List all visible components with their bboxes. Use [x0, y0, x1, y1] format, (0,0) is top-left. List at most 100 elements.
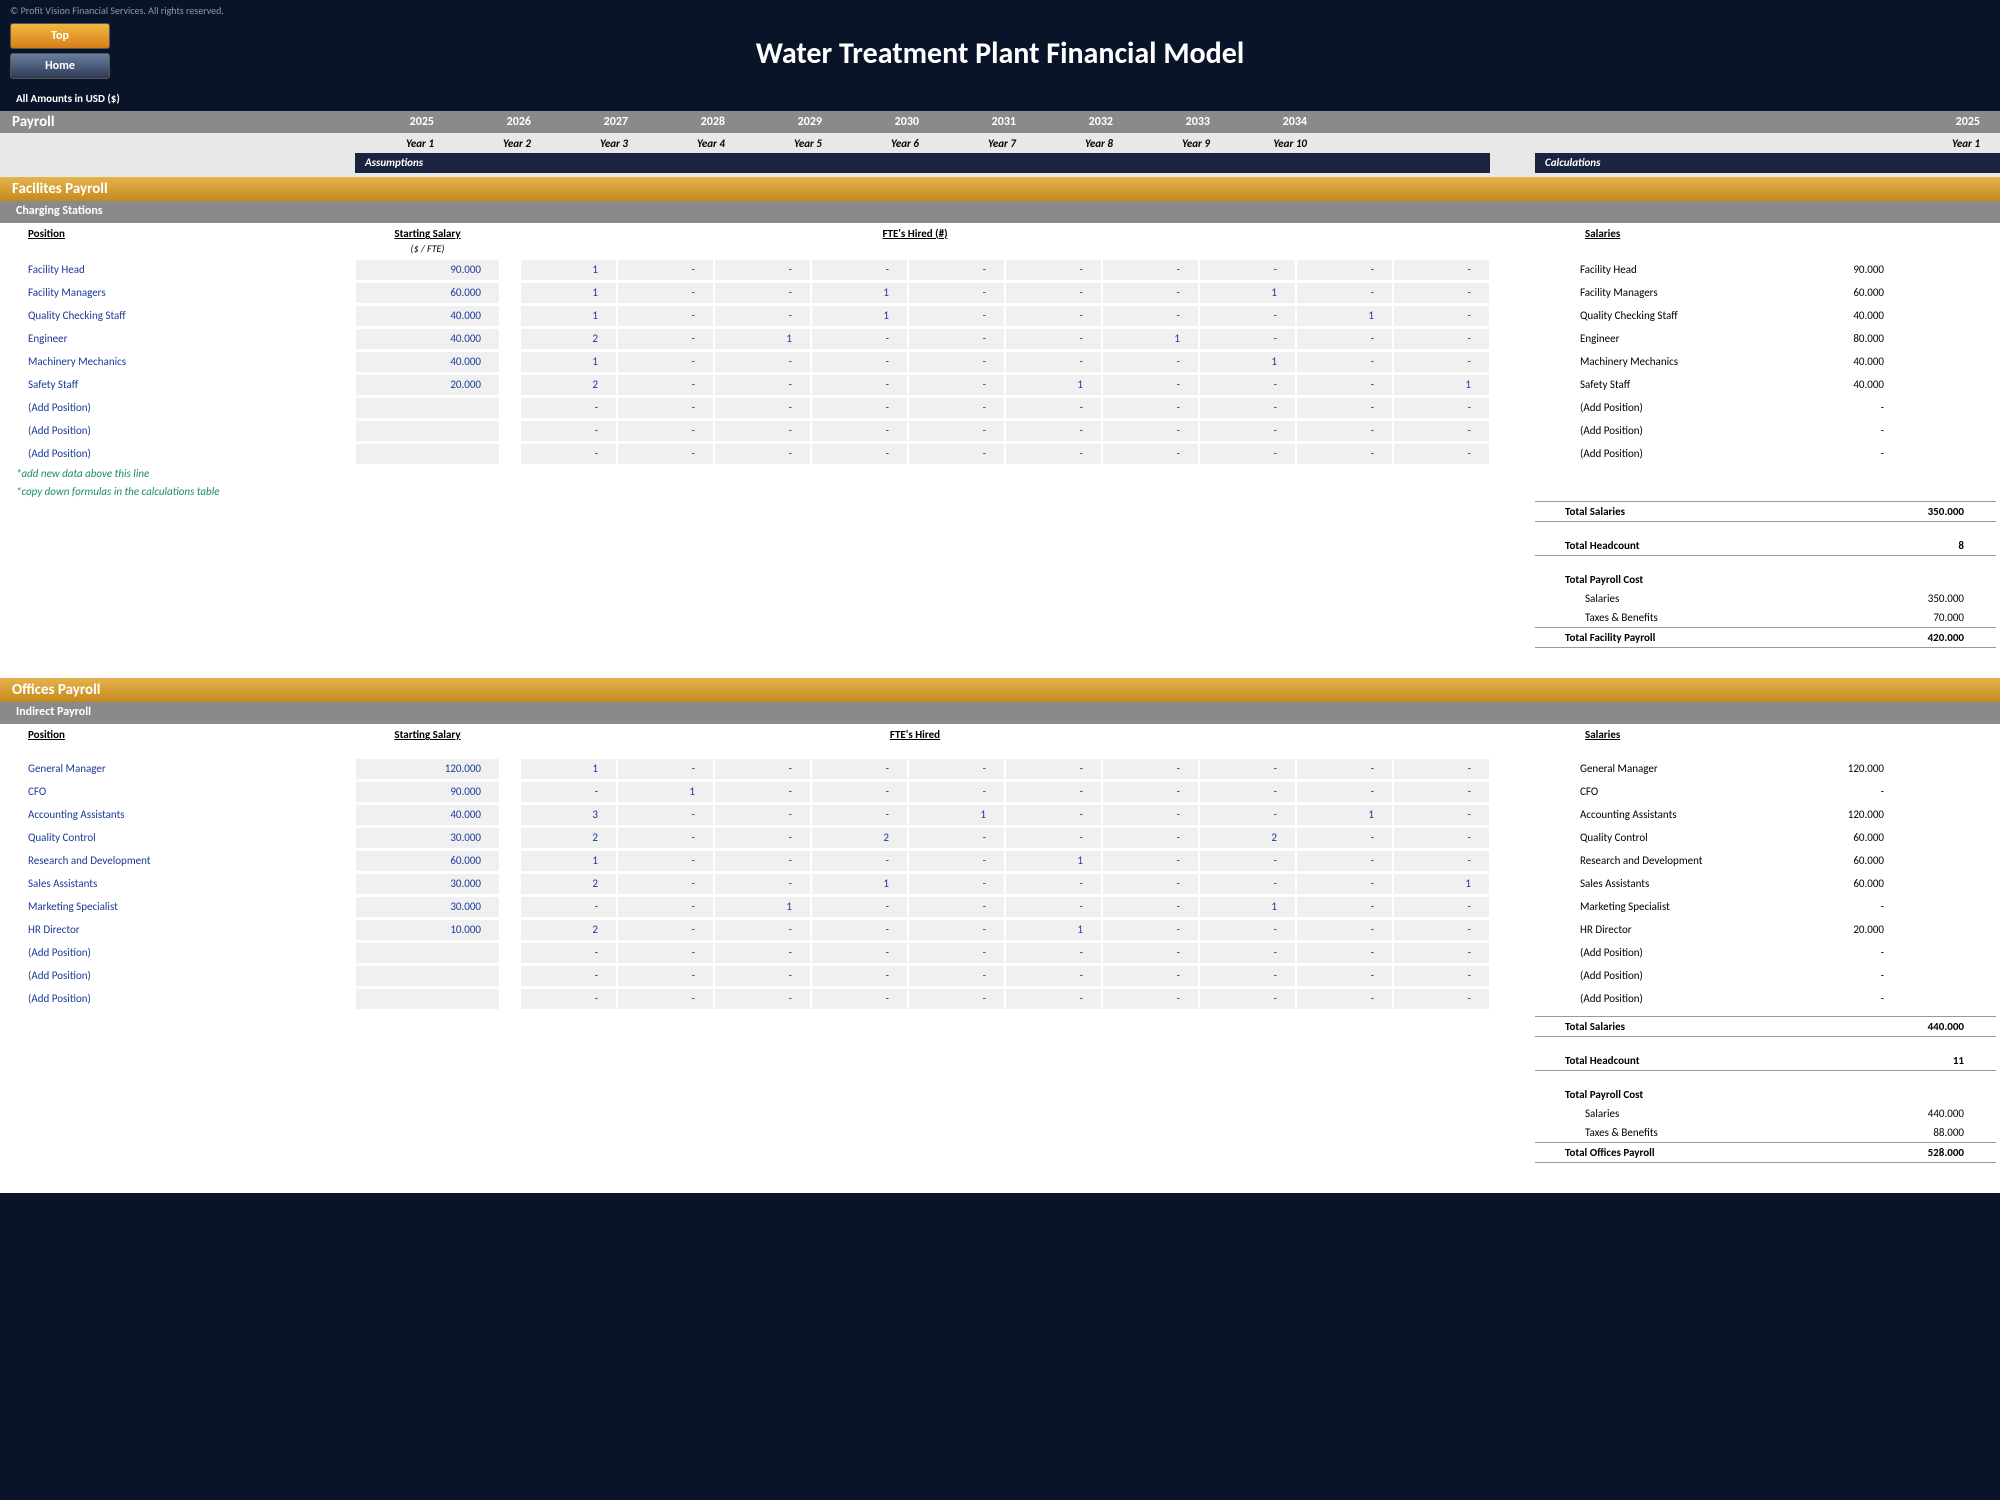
- fte-input-cell[interactable]: -: [1393, 420, 1490, 442]
- fte-input-cell[interactable]: -: [908, 942, 1005, 964]
- fte-input-cell[interactable]: -: [1296, 259, 1393, 281]
- salary-input-cell[interactable]: 20.000: [355, 374, 500, 396]
- salary-input-cell[interactable]: [355, 988, 500, 1010]
- fte-input-cell[interactable]: -: [1199, 781, 1296, 803]
- fte-input-cell[interactable]: -: [617, 259, 714, 281]
- fte-input-cell[interactable]: -: [617, 374, 714, 396]
- fte-input-cell[interactable]: -: [714, 420, 811, 442]
- fte-input-cell[interactable]: -: [1102, 443, 1199, 465]
- fte-input-cell[interactable]: -: [1102, 873, 1199, 895]
- fte-input-cell[interactable]: -: [908, 443, 1005, 465]
- fte-input-cell[interactable]: 1: [617, 781, 714, 803]
- fte-input-cell[interactable]: -: [1199, 420, 1296, 442]
- fte-input-cell[interactable]: -: [1296, 781, 1393, 803]
- fte-input-cell[interactable]: -: [617, 328, 714, 350]
- fte-input-cell[interactable]: -: [714, 942, 811, 964]
- fte-input-cell[interactable]: -: [1296, 965, 1393, 987]
- fte-input-cell[interactable]: -: [1102, 804, 1199, 826]
- fte-input-cell[interactable]: -: [1102, 420, 1199, 442]
- fte-input-cell[interactable]: -: [908, 351, 1005, 373]
- fte-input-cell[interactable]: -: [1199, 443, 1296, 465]
- fte-input-cell[interactable]: -: [1296, 282, 1393, 304]
- fte-input-cell[interactable]: -: [1199, 942, 1296, 964]
- fte-input-cell[interactable]: 1: [908, 804, 1005, 826]
- fte-input-cell[interactable]: -: [1296, 397, 1393, 419]
- fte-input-cell[interactable]: -: [908, 850, 1005, 872]
- fte-input-cell[interactable]: 1: [520, 305, 617, 327]
- fte-input-cell[interactable]: -: [1296, 919, 1393, 941]
- fte-input-cell[interactable]: 1: [1393, 873, 1490, 895]
- fte-input-cell[interactable]: -: [714, 827, 811, 849]
- fte-input-cell[interactable]: -: [1005, 758, 1102, 780]
- fte-input-cell[interactable]: -: [520, 965, 617, 987]
- fte-input-cell[interactable]: -: [908, 282, 1005, 304]
- fte-input-cell[interactable]: -: [1102, 850, 1199, 872]
- fte-input-cell[interactable]: 1: [811, 282, 908, 304]
- fte-input-cell[interactable]: -: [1393, 804, 1490, 826]
- fte-input-cell[interactable]: -: [520, 420, 617, 442]
- salary-input-cell[interactable]: 60.000: [355, 850, 500, 872]
- fte-input-cell[interactable]: -: [811, 758, 908, 780]
- fte-input-cell[interactable]: -: [520, 988, 617, 1010]
- fte-input-cell[interactable]: -: [1102, 305, 1199, 327]
- fte-input-cell[interactable]: -: [1296, 328, 1393, 350]
- fte-input-cell[interactable]: 2: [811, 827, 908, 849]
- fte-input-cell[interactable]: -: [1296, 942, 1393, 964]
- fte-input-cell[interactable]: 1: [811, 873, 908, 895]
- fte-input-cell[interactable]: -: [520, 896, 617, 918]
- fte-input-cell[interactable]: -: [1005, 873, 1102, 895]
- fte-input-cell[interactable]: -: [1005, 965, 1102, 987]
- fte-input-cell[interactable]: -: [1005, 443, 1102, 465]
- fte-input-cell[interactable]: -: [714, 781, 811, 803]
- fte-input-cell[interactable]: -: [908, 827, 1005, 849]
- fte-input-cell[interactable]: -: [908, 420, 1005, 442]
- fte-input-cell[interactable]: -: [1393, 988, 1490, 1010]
- fte-input-cell[interactable]: -: [1393, 351, 1490, 373]
- fte-input-cell[interactable]: 2: [520, 873, 617, 895]
- fte-input-cell[interactable]: 1: [1005, 850, 1102, 872]
- fte-input-cell[interactable]: -: [1005, 305, 1102, 327]
- fte-input-cell[interactable]: 1: [1199, 282, 1296, 304]
- fte-input-cell[interactable]: -: [908, 896, 1005, 918]
- fte-input-cell[interactable]: -: [811, 420, 908, 442]
- fte-input-cell[interactable]: -: [908, 374, 1005, 396]
- fte-input-cell[interactable]: -: [1393, 965, 1490, 987]
- fte-input-cell[interactable]: 1: [1296, 804, 1393, 826]
- salary-input-cell[interactable]: 90.000: [355, 259, 500, 281]
- fte-input-cell[interactable]: 1: [1102, 328, 1199, 350]
- salary-input-cell[interactable]: 60.000: [355, 282, 500, 304]
- fte-input-cell[interactable]: -: [1005, 259, 1102, 281]
- fte-input-cell[interactable]: -: [811, 896, 908, 918]
- fte-input-cell[interactable]: -: [1102, 919, 1199, 941]
- fte-input-cell[interactable]: -: [617, 965, 714, 987]
- fte-input-cell[interactable]: -: [908, 305, 1005, 327]
- fte-input-cell[interactable]: 2: [1199, 827, 1296, 849]
- fte-input-cell[interactable]: -: [1199, 873, 1296, 895]
- fte-input-cell[interactable]: -: [1102, 896, 1199, 918]
- fte-input-cell[interactable]: -: [811, 965, 908, 987]
- fte-input-cell[interactable]: -: [617, 758, 714, 780]
- salary-input-cell[interactable]: 90.000: [355, 781, 500, 803]
- fte-input-cell[interactable]: -: [1199, 305, 1296, 327]
- fte-input-cell[interactable]: -: [1199, 804, 1296, 826]
- fte-input-cell[interactable]: -: [617, 988, 714, 1010]
- salary-input-cell[interactable]: 10.000: [355, 919, 500, 941]
- fte-input-cell[interactable]: -: [908, 873, 1005, 895]
- fte-input-cell[interactable]: -: [811, 988, 908, 1010]
- fte-input-cell[interactable]: -: [1296, 873, 1393, 895]
- fte-input-cell[interactable]: -: [1296, 758, 1393, 780]
- salary-input-cell[interactable]: 30.000: [355, 896, 500, 918]
- fte-input-cell[interactable]: -: [714, 873, 811, 895]
- fte-input-cell[interactable]: -: [1102, 282, 1199, 304]
- fte-input-cell[interactable]: -: [1005, 988, 1102, 1010]
- fte-input-cell[interactable]: -: [1393, 282, 1490, 304]
- fte-input-cell[interactable]: -: [1005, 351, 1102, 373]
- fte-input-cell[interactable]: -: [520, 397, 617, 419]
- fte-input-cell[interactable]: -: [1393, 896, 1490, 918]
- fte-input-cell[interactable]: -: [1393, 827, 1490, 849]
- fte-input-cell[interactable]: -: [908, 965, 1005, 987]
- fte-input-cell[interactable]: 1: [520, 758, 617, 780]
- fte-input-cell[interactable]: -: [1296, 896, 1393, 918]
- fte-input-cell[interactable]: -: [1199, 328, 1296, 350]
- fte-input-cell[interactable]: -: [1102, 827, 1199, 849]
